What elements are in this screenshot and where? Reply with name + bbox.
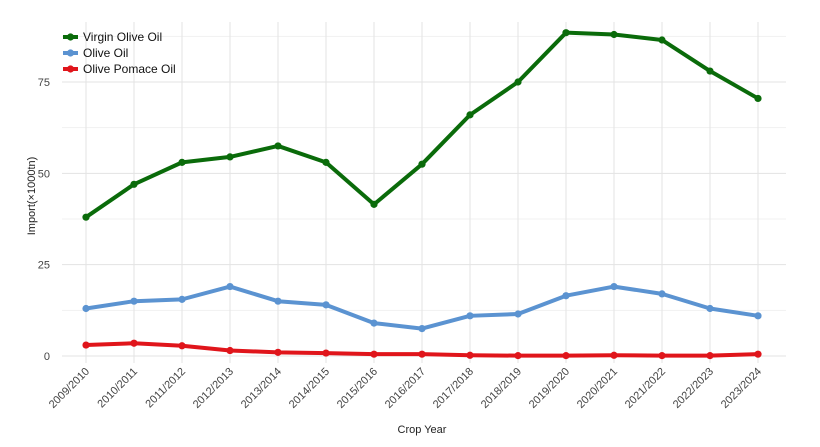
legend-marker <box>66 65 75 73</box>
data-point-olive-oil <box>130 297 138 305</box>
data-point-virgin-olive-oil <box>754 94 762 103</box>
x-tick-label: 2012/2013 <box>191 366 236 411</box>
x-tick-label: 2010/2011 <box>95 366 140 411</box>
data-point-virgin-olive-oil <box>130 180 138 188</box>
legend-marker <box>66 49 75 57</box>
legend-item-virgin-olive-oil: Virgin Olive Oil <box>63 30 162 44</box>
data-point-virgin-olive-oil <box>82 213 90 221</box>
x-tick-label: 2016/2017 <box>383 366 428 411</box>
data-point-virgin-olive-oil <box>370 200 378 208</box>
data-point-virgin-olive-oil <box>274 142 282 150</box>
data-point-olive-oil <box>610 282 618 291</box>
data-point-olive-pomace-oil <box>418 350 426 358</box>
data-point-olive-oil <box>466 312 474 320</box>
x-tick-label: 2019/2020 <box>527 366 572 411</box>
data-point-olive-oil <box>418 325 426 333</box>
data-point-olive-oil <box>514 310 522 318</box>
x-tick-label: 2014/2015 <box>287 366 332 411</box>
y-tick-label: 0 <box>44 351 50 363</box>
data-point-olive-pomace-oil <box>178 342 186 350</box>
data-point-virgin-olive-oil <box>322 158 330 166</box>
data-point-olive-pomace-oil <box>82 341 90 349</box>
data-point-virgin-olive-oil <box>562 29 570 37</box>
data-point-olive-pomace-oil <box>658 352 666 360</box>
series-virgin-olive-oil <box>82 29 762 221</box>
x-tick-label: 2018/2019 <box>479 366 524 411</box>
data-point-olive-oil <box>370 319 378 327</box>
data-point-olive-pomace-oil <box>322 349 330 357</box>
data-point-virgin-olive-oil <box>178 158 186 166</box>
data-point-olive-pomace-oil <box>754 350 762 358</box>
data-point-olive-oil <box>562 292 570 300</box>
series-olive-pomace-oil <box>82 339 762 360</box>
data-point-olive-pomace-oil <box>610 351 618 359</box>
legend-item-olive-oil: Olive Oil <box>63 46 128 60</box>
data-point-olive-pomace-oil <box>562 352 570 360</box>
x-tick-label: 2020/2021 <box>575 366 620 411</box>
data-point-olive-pomace-oil <box>466 351 474 359</box>
legend: Virgin Olive Oil Olive Oil Olive Pomace Oi… <box>63 30 176 76</box>
data-point-olive-oil <box>82 304 90 313</box>
data-point-virgin-olive-oil <box>418 160 426 168</box>
data-point-olive-oil <box>658 290 666 298</box>
data-point-virgin-olive-oil <box>706 67 714 75</box>
data-point-virgin-olive-oil <box>226 153 234 161</box>
series-group <box>82 29 762 360</box>
legend-item-olive-pomace-oil: Olive Pomace Oil <box>63 62 176 76</box>
y-axis-ticks: 0 25 50 75 <box>38 77 50 363</box>
x-tick-label: 2017/2018 <box>431 366 476 411</box>
data-point-olive-pomace-oil <box>130 339 138 347</box>
data-point-virgin-olive-oil <box>466 111 474 119</box>
y-tick-label: 25 <box>38 260 50 272</box>
data-point-olive-oil <box>178 295 186 303</box>
y-tick-label: 50 <box>38 168 50 180</box>
data-point-virgin-olive-oil <box>658 36 666 44</box>
legend-label: Olive Oil <box>83 46 128 60</box>
data-point-virgin-olive-oil <box>610 30 618 39</box>
data-point-olive-pomace-oil <box>370 350 378 358</box>
y-axis-title: Import(×1000tn) <box>26 157 38 236</box>
x-tick-label: 2021/2022 <box>623 366 668 411</box>
legend-marker <box>66 33 75 41</box>
x-tick-label: 2023/2024 <box>719 366 764 411</box>
x-tick-label: 2013/2014 <box>239 366 284 411</box>
data-point-olive-oil <box>754 312 762 320</box>
x-tick-label: 2011/2012 <box>143 366 188 411</box>
x-axis-title: Crop Year <box>398 424 447 436</box>
data-point-olive-pomace-oil <box>514 352 522 360</box>
y-tick-label: 75 <box>38 77 50 89</box>
series-olive-oil <box>82 282 762 333</box>
data-point-virgin-olive-oil <box>514 78 522 86</box>
legend-label: Virgin Olive Oil <box>83 30 162 44</box>
data-point-olive-pomace-oil <box>706 352 714 360</box>
data-point-olive-pomace-oil <box>274 348 282 356</box>
data-point-olive-oil <box>226 282 234 291</box>
data-point-olive-oil <box>322 301 330 309</box>
data-point-olive-oil <box>274 297 282 305</box>
x-axis-ticks: 2009/2010 2010/2011 2011/2012 2012/2013 2013… <box>47 366 764 411</box>
x-tick-label: 2009/2010 <box>47 366 92 411</box>
data-point-olive-oil <box>706 304 714 313</box>
data-point-olive-pomace-oil <box>226 346 234 355</box>
legend-label: Olive Pomace Oil <box>83 62 176 76</box>
x-tick-label: 2022/2023 <box>671 366 716 411</box>
x-tick-label: 2015/2016 <box>335 366 380 411</box>
